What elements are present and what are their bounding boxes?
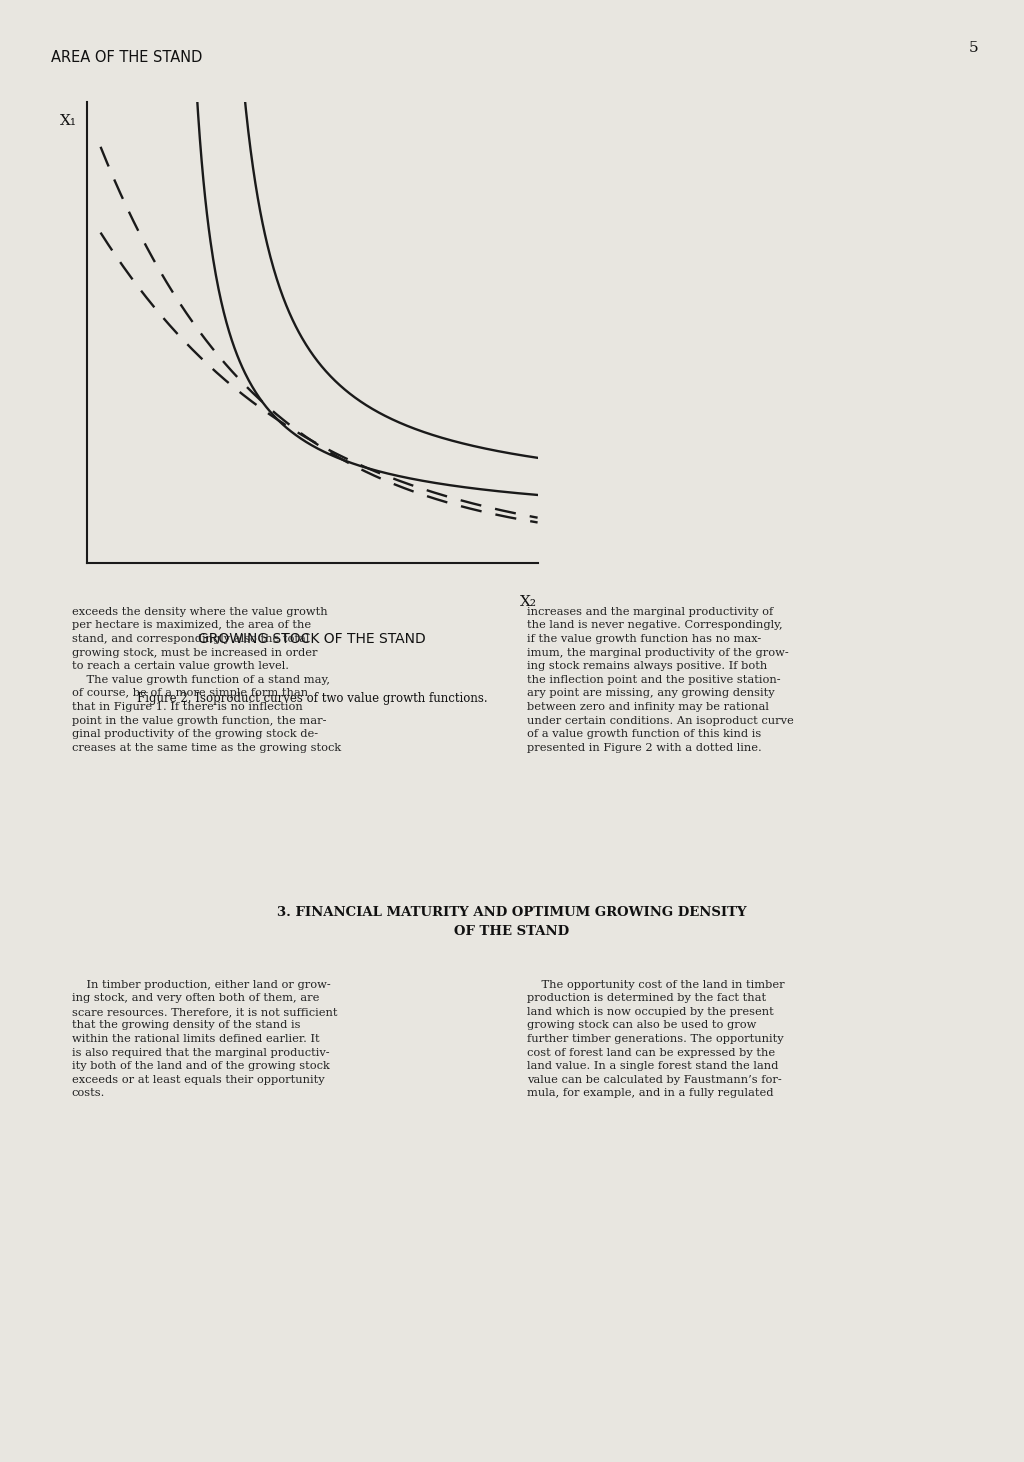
Text: The opportunity cost of the land in timber
production is determined by the fact : The opportunity cost of the land in timb… <box>527 980 785 1098</box>
Text: AREA OF THE STAND: AREA OF THE STAND <box>51 51 203 66</box>
Text: In timber production, either land or grow-
ing stock, and very often both of the: In timber production, either land or gro… <box>72 980 337 1098</box>
Text: 3. FINANCIAL MATURITY AND OPTIMUM GROWING DENSITY
OF THE STAND: 3. FINANCIAL MATURITY AND OPTIMUM GROWIN… <box>278 906 746 939</box>
Text: X₂: X₂ <box>520 595 538 610</box>
Text: GROWING STOCK OF THE STAND: GROWING STOCK OF THE STAND <box>199 632 426 646</box>
Text: exceeds the density where the value growth
per hectare is maximized, the area of: exceeds the density where the value grow… <box>72 607 341 753</box>
Text: increases and the marginal productivity of
the land is never negative. Correspon: increases and the marginal productivity … <box>527 607 794 753</box>
Text: Figure 2. Isoproduct curves of two value growth functions.: Figure 2. Isoproduct curves of two value… <box>137 692 487 705</box>
Text: X₁: X₁ <box>60 114 77 127</box>
Text: 5: 5 <box>969 41 978 56</box>
